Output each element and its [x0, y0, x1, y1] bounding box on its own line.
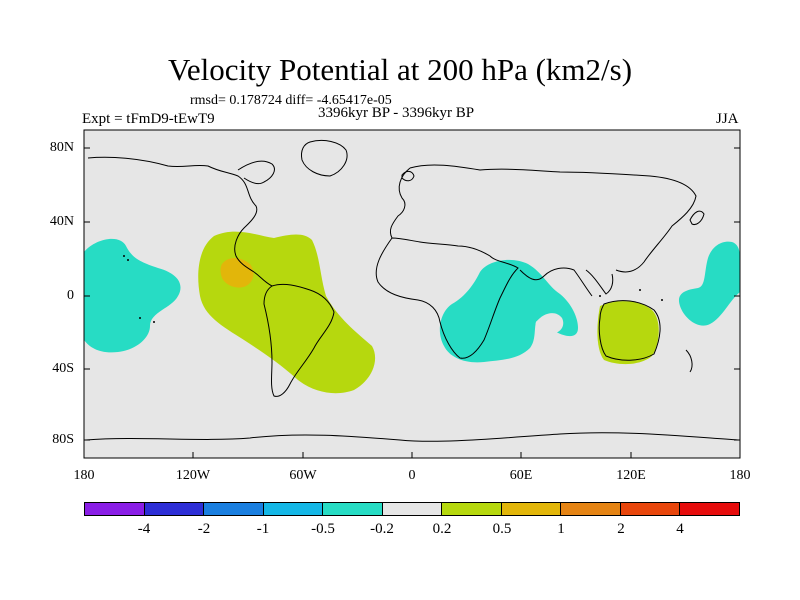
- colorbar-box: [382, 503, 443, 515]
- colorbar-label: 4: [676, 521, 684, 537]
- x-axis-label-120w: 120W: [175, 468, 211, 483]
- y-axis-label-80n: 80N: [49, 140, 74, 155]
- y-axis-label-80s: 80S: [52, 432, 74, 447]
- colorbar-box: [680, 503, 740, 515]
- colorbar-box: [323, 503, 383, 515]
- y-axis-label-40n: 40N: [49, 214, 74, 229]
- x-axis-label-60e: 60E: [509, 468, 533, 483]
- colorbar-label: -1: [256, 521, 270, 537]
- colorbar-label: -0.2: [370, 521, 394, 537]
- stats-label: rmsd= 0.178724 diff= -4.65417e-05: [190, 93, 392, 108]
- x-axis-ticks: [192, 452, 632, 458]
- islands: [123, 255, 663, 323]
- y-axis-label-40s: 40S: [52, 361, 74, 376]
- season-label: JJA: [716, 111, 739, 127]
- colorbar-box: [561, 503, 621, 515]
- anomaly-region-australia: [597, 301, 659, 365]
- anomaly-region-indian-ocean: [439, 259, 578, 363]
- x-axis-label-0: 0: [408, 468, 416, 483]
- y-axis-label-0: 0: [67, 288, 74, 303]
- x-axis-label-60w: 60W: [289, 468, 317, 483]
- colorbar-label: 1: [557, 521, 565, 537]
- period-label: 3396kyr BP - 3396kyr BP: [318, 105, 475, 121]
- y-axis-ticks: [84, 147, 740, 441]
- anomaly-region-west-pacific: [678, 241, 740, 326]
- map-background: [84, 130, 740, 458]
- anomaly-hole-indian-ocean: [535, 313, 564, 334]
- x-axis-label-120e: 120E: [616, 468, 646, 483]
- colorbar-label: 0.2: [432, 521, 452, 537]
- colorbar-box: [620, 503, 681, 515]
- colorbar-box: [85, 503, 145, 515]
- experiment-label: Expt = tFmD9-tEwT9: [82, 111, 215, 127]
- colorbar-label: -0.5: [311, 521, 335, 537]
- anomaly-region-central-pacific: [84, 238, 181, 353]
- colorbar-box: [144, 503, 205, 515]
- colorbar-label: 0.5: [492, 521, 512, 537]
- colorbar-label: -2: [197, 521, 211, 537]
- anomaly-region-central-america-peak: [220, 258, 254, 288]
- map-title: Velocity Potential at 200 hPa (km2/s): [167, 52, 633, 87]
- colorbar-label: -4: [137, 521, 151, 537]
- coastlines: [85, 139, 739, 442]
- colorbar-box: [442, 503, 502, 515]
- colorbar-box: [204, 503, 264, 515]
- colorbar-label: 2: [617, 521, 625, 537]
- x-axis-label-180w: 180: [73, 468, 95, 483]
- x-axis-label-180e: 180: [729, 468, 751, 483]
- colorbar: [84, 502, 740, 516]
- colorbar-box: [501, 503, 562, 515]
- colorbar-box: [263, 503, 324, 515]
